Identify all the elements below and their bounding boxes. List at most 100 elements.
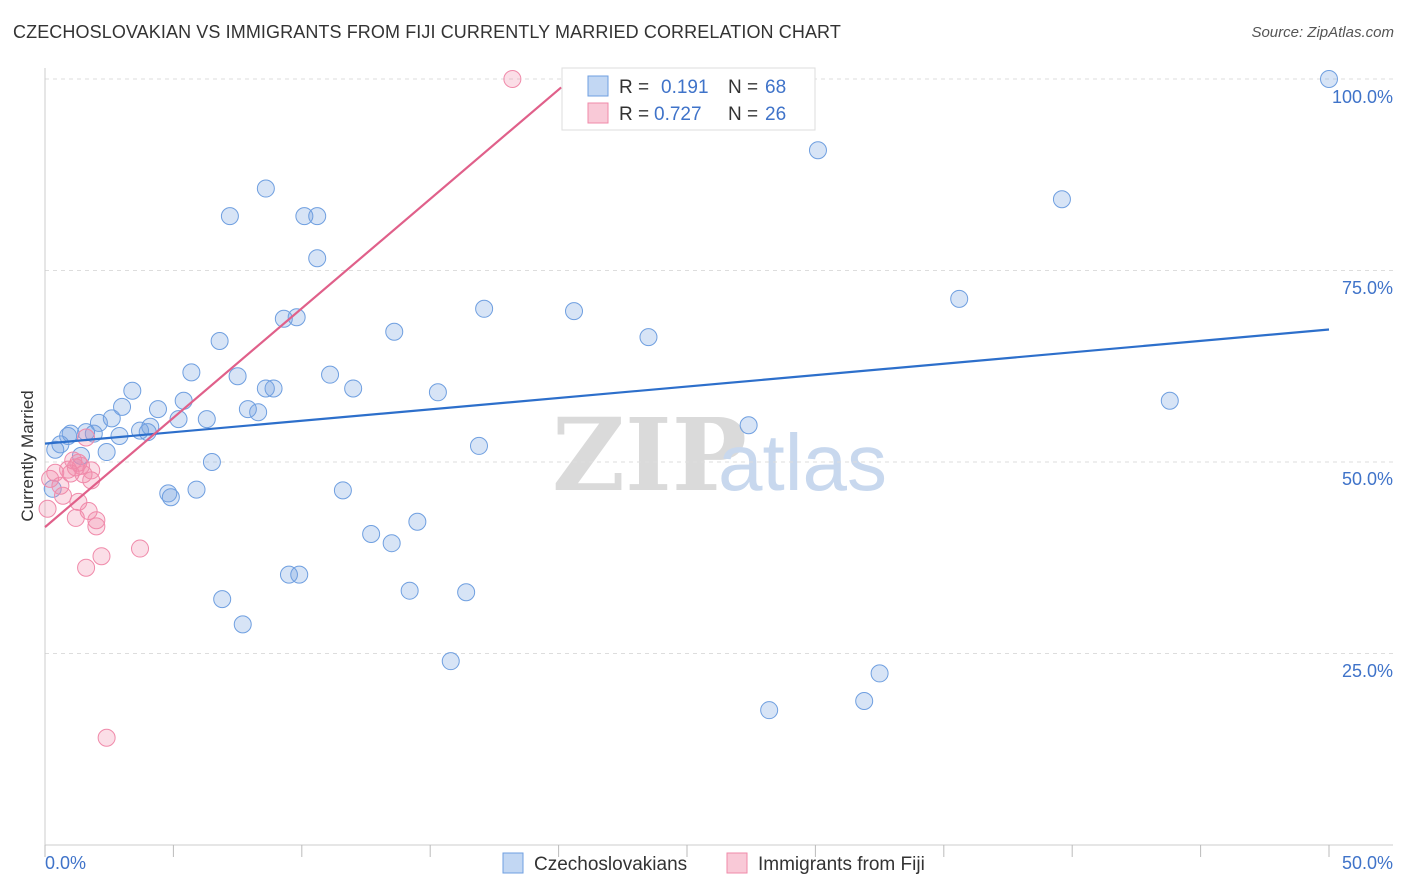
bottom-legend-swatch-czech — [502, 852, 524, 874]
bottom-legend: Czechoslovakians Immigrants from Fiji — [502, 852, 925, 875]
legend-r-value-fiji: 0.727 — [654, 104, 702, 125]
czech-point-56 — [565, 302, 584, 321]
fiji-point-14 — [77, 428, 96, 447]
czech-point-17 — [148, 400, 167, 419]
bottom-legend-label-czech: Czechoslovakians — [534, 854, 687, 875]
legend: R = 0.191 N = 68 R = 0.727 N = 26 — [561, 67, 816, 131]
series-fiji — [38, 70, 522, 747]
czech-point-51 — [428, 383, 447, 402]
czech-point-43 — [321, 365, 340, 384]
czech-point-45 — [344, 379, 363, 398]
legend-r-value-czech: 0.191 — [661, 77, 709, 98]
czech-point-64 — [1052, 190, 1071, 209]
czech-point-22 — [182, 363, 201, 382]
czech-point-39 — [290, 565, 309, 584]
czech-point-42 — [308, 249, 327, 268]
czech-point-29 — [228, 367, 247, 386]
legend-n-label-czech: N = — [728, 77, 758, 98]
czech-point-36 — [274, 309, 293, 328]
czech-point-38 — [287, 308, 306, 327]
czech-point-47 — [382, 534, 401, 553]
y-tick-label-75: 75.0% — [1342, 278, 1393, 298]
trend-lines — [44, 86, 1330, 528]
source-credit: Source: ZipAtlas.com — [1251, 24, 1394, 41]
bottom-legend-swatch-fiji — [726, 852, 748, 874]
legend-swatch-fiji — [587, 102, 609, 124]
czech-point-9 — [97, 443, 116, 462]
czech-point-24 — [197, 410, 216, 429]
czech-point-32 — [249, 403, 268, 422]
legend-r-label-czech: R = — [619, 77, 649, 98]
fiji-point-16 — [79, 502, 98, 521]
czech-point-35 — [264, 379, 283, 398]
czech-point-65 — [1160, 391, 1179, 410]
czech-point-61 — [855, 691, 874, 710]
czech-point-27 — [213, 590, 232, 609]
czech-point-66 — [1320, 70, 1338, 88]
series-czechoslovakians — [43, 70, 1338, 720]
czech-point-53 — [457, 583, 476, 602]
czech-point-25 — [202, 453, 221, 471]
fiji-point-4 — [53, 486, 72, 505]
legend-n-value-czech: 68 — [765, 77, 786, 98]
fiji-point-19 — [87, 517, 106, 536]
fiji-point-15 — [77, 558, 96, 577]
fiji-point-0 — [38, 499, 57, 518]
czech-point-63 — [950, 289, 969, 308]
fiji-point-1 — [41, 469, 60, 488]
czech-point-58 — [739, 416, 758, 435]
czech-point-50 — [408, 512, 427, 531]
czech-point-33 — [256, 379, 275, 398]
czech-point-21 — [174, 391, 193, 410]
gridlines — [45, 78, 1393, 654]
fiji-point-23 — [131, 539, 150, 558]
legend-n-label-fiji: N = — [728, 104, 758, 125]
czech-point-41 — [308, 207, 327, 226]
czech-point-46 — [362, 525, 381, 544]
czech-point-37 — [279, 565, 298, 584]
czech-point-13 — [123, 381, 142, 400]
czech-point-40 — [295, 207, 314, 226]
y-tick-label-100: 100.0% — [1332, 87, 1393, 107]
x-tick-label-min: 0.0% — [45, 853, 86, 873]
czech-point-48 — [385, 322, 404, 341]
bottom-legend-label-fiji: Immigrants from Fiji — [758, 854, 925, 875]
czech-point-4 — [61, 424, 80, 443]
x-axis-ticks — [44, 845, 1330, 857]
czech-point-52 — [441, 652, 460, 671]
y-tick-label-25: 25.0% — [1342, 661, 1393, 681]
czech-point-12 — [113, 397, 132, 416]
czech-point-20 — [169, 410, 188, 429]
watermark-atlas: atlas — [718, 418, 887, 507]
czech-point-30 — [233, 615, 252, 634]
czech-point-62 — [870, 664, 889, 683]
czech-point-26 — [210, 331, 229, 350]
czech-point-59 — [760, 701, 779, 720]
fiji-point-21 — [92, 547, 111, 566]
y-tick-label-50: 50.0% — [1342, 469, 1393, 489]
fiji-point-20 — [87, 511, 106, 530]
legend-swatch-czech — [587, 75, 609, 97]
watermark-zip: ZIP — [552, 396, 747, 514]
trend-line-fiji — [44, 86, 562, 528]
czech-point-49 — [400, 581, 419, 600]
czech-point-19 — [161, 488, 180, 507]
fiji-point-10 — [69, 492, 88, 511]
czech-point-55 — [475, 299, 494, 318]
czech-point-60 — [808, 141, 827, 160]
czech-point-31 — [238, 400, 257, 419]
legend-n-value-fiji: 26 — [765, 104, 786, 125]
czech-point-44 — [333, 481, 352, 500]
legend-r-label-fiji: R = — [619, 104, 649, 125]
chart-title: CZECHOSLOVAKIAN VS IMMIGRANTS FROM FIJI … — [13, 22, 841, 42]
czech-point-1 — [46, 440, 65, 459]
czech-point-10 — [102, 409, 121, 428]
y-axis-label: Currently Married — [18, 390, 37, 521]
czech-point-23 — [187, 480, 206, 499]
trend-line-czech — [44, 328, 1330, 445]
czech-point-57 — [639, 328, 658, 347]
fiji-point-18 — [82, 461, 101, 480]
czech-point-54 — [469, 436, 488, 455]
czech-point-34 — [256, 179, 275, 198]
